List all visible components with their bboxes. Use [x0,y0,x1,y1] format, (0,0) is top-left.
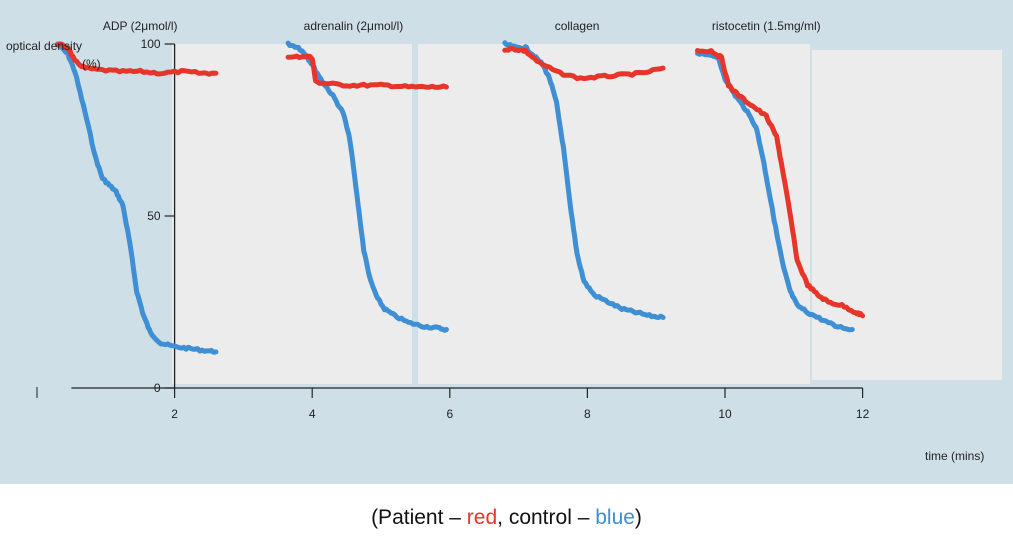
x-tick-label-2: 2 [171,407,178,421]
panel-title-adrenalin: adrenalin (2μmol/l) [304,19,404,33]
caption-control-color: blue [595,506,635,529]
x-tick-label-8: 8 [584,407,591,421]
legend-caption: (Patient – red, control – blue) [0,506,1013,530]
x-axis-label: time (mins) [925,449,984,463]
y-axis-label-line1: optical density [6,39,82,53]
aggregation-chart: 0 50 100 2 4 6 8 10 12 optical density (%) time … [6,19,1002,463]
axes: 0 50 100 2 4 6 8 10 12 [36,37,870,421]
plot-background-3 [812,50,1002,380]
x-tick-label-10: 10 [718,407,732,421]
text-labels: optical density (%) time (mins) ADP (2μm… [6,19,984,463]
series-patient-panel-2 [502,46,666,82]
x-tick-label-6: 6 [446,407,453,421]
caption-open: (Patient – [371,506,467,529]
series-patient-panel-3 [695,48,866,319]
caption-close: ) [634,506,642,529]
plot-background-0 [172,44,412,384]
series-layer [55,40,866,355]
panel-title-adp: ADP (2μmol/l) [103,19,178,33]
y-tick-label-50: 50 [147,209,161,223]
panel-title-collagen: collagen [555,19,600,33]
plot-background-2 [620,44,810,384]
panel-title-ristocetin: ristocetin (1.5mg/ml) [712,19,821,33]
x-tick-label-4: 4 [309,407,316,421]
series-control-panel-0 [55,41,219,355]
caption-patient-color: red [466,506,498,529]
series-patient-panel-0 [55,41,219,77]
plot-backgrounds [172,44,1002,384]
y-tick-label-100: 100 [141,37,161,51]
caption-mid: , control – [497,506,596,529]
figure-panel: 0 50 100 2 4 6 8 10 12 optical density (%) time … [0,0,1013,484]
series-patient-panel-1 [285,53,449,90]
plot-background-1 [418,44,628,384]
y-axis-label-line2: (%) [82,57,101,71]
x-tick-label-12: 12 [856,407,870,421]
y-tick-label-0: 0 [154,381,161,395]
